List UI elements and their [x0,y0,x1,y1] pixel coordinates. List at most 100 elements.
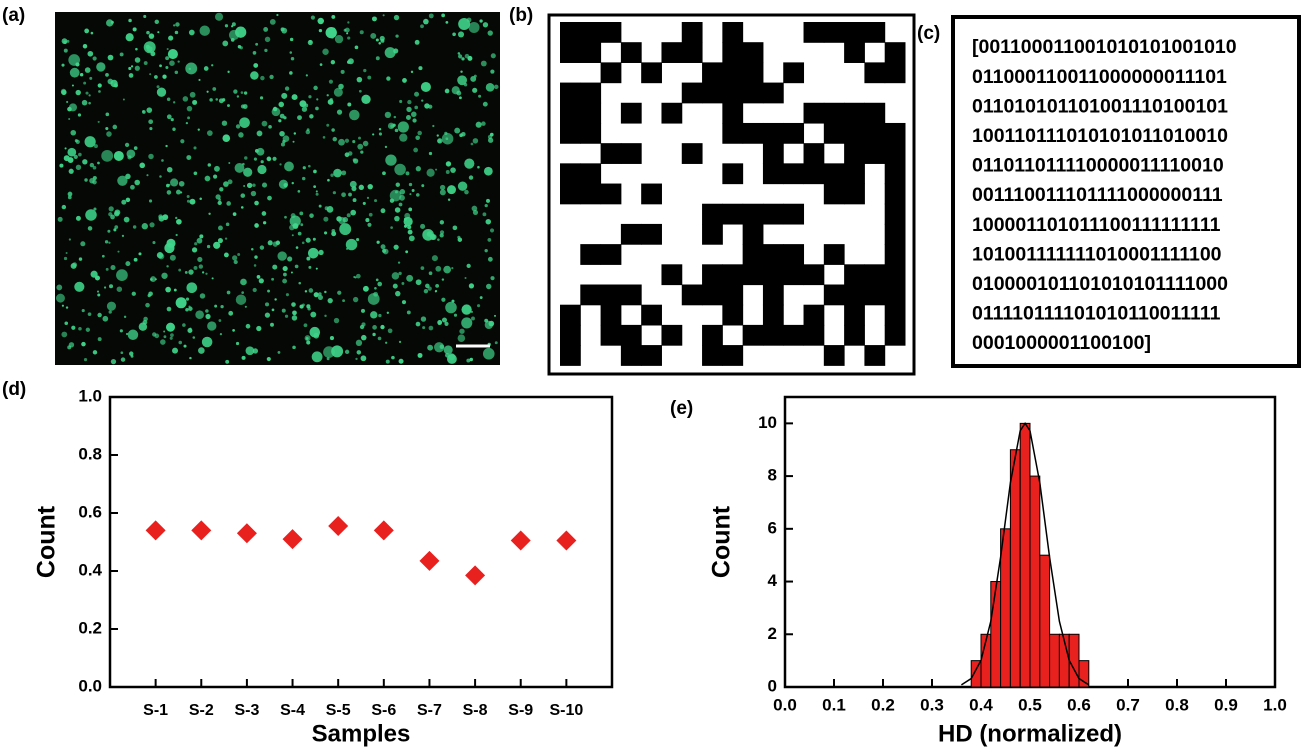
dot [468,175,474,180]
dot [189,327,192,331]
dot [161,159,164,162]
point [465,565,486,586]
dot [237,45,242,49]
dot [362,201,366,205]
dot [90,270,98,278]
dot [346,32,349,35]
dot [360,150,364,154]
dot [220,305,224,309]
pattern-cell [844,163,865,185]
pattern-cell [560,304,581,326]
dot [343,28,347,32]
dot [360,334,367,341]
pattern-cell [762,284,784,306]
pattern-cell [783,324,805,346]
dot [315,106,319,111]
dot [253,63,259,68]
dot [71,325,76,330]
code-line: 011110111101010110011111 [972,303,1221,325]
dot [281,92,288,99]
pattern-cell [722,203,744,225]
dot [292,310,297,316]
pattern-cell [620,102,642,124]
dot [305,74,308,77]
dot [182,323,186,327]
dot [434,289,438,293]
dot [437,238,440,241]
dot [457,31,465,38]
dot [134,57,141,63]
dot [197,256,203,263]
dot [379,35,385,42]
dot [201,271,205,274]
dot [256,147,265,156]
dot [114,225,119,229]
dot [405,115,411,121]
panel-label: (d) [2,379,26,400]
dot [398,271,402,276]
dot [363,68,367,73]
dot [161,272,168,279]
dot [84,28,90,34]
dot [439,189,446,196]
dot [412,118,417,123]
pattern-cell [560,345,581,366]
dot [148,291,153,297]
dot [309,114,314,119]
pattern-cell [661,324,683,346]
dot [436,134,439,137]
dot [470,75,477,82]
dot [162,74,167,79]
dot [133,146,138,150]
pattern-cell [681,143,703,164]
dot [459,328,465,334]
dot [447,198,451,202]
dot [240,91,244,94]
dot [352,296,359,303]
dot [291,315,298,321]
pattern-cell [884,324,906,346]
dot [233,260,238,265]
y-tick-label: 10 [758,413,777,432]
dot [395,34,399,38]
dot [163,330,166,333]
dot [218,319,222,322]
pattern-cell [580,122,602,144]
pattern-cell [661,42,683,63]
dot [332,136,338,142]
dot [494,84,499,90]
dot [173,24,176,27]
dot [70,129,77,136]
dot [93,207,97,211]
dot [317,294,324,300]
dot [125,261,131,267]
dot [259,245,265,250]
dot [347,58,354,65]
dot [403,217,407,221]
dot [280,142,286,147]
dot [415,166,421,172]
dot [352,140,356,144]
dot [214,12,224,21]
dot [152,332,157,337]
dot [486,283,492,290]
dot [399,99,403,103]
y-tick-label: 6 [768,518,777,537]
dot [423,18,429,25]
dot [290,271,293,274]
dot [68,54,80,66]
dot [484,320,494,330]
pattern-cell [844,102,865,124]
dot [64,321,69,326]
dot [336,109,343,115]
pattern-cell [600,284,622,306]
dot [297,115,302,121]
dot [386,76,391,81]
pattern-cell [803,324,825,346]
dot [128,66,132,71]
dot [68,168,74,174]
dot [232,212,237,216]
dot [227,104,230,108]
dot [385,359,390,364]
dot [166,48,169,51]
